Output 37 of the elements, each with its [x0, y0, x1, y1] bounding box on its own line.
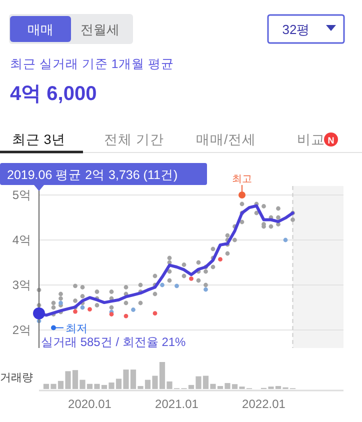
y-tick-label: 2억	[12, 323, 31, 337]
y-tick-label: 4억	[12, 233, 31, 247]
point	[80, 305, 85, 310]
x-tick-label: 2020.01	[68, 397, 112, 411]
text: 2019.06 평균 2억 3,736 (11건)	[7, 168, 178, 182]
text: 4억 6,000	[10, 83, 97, 105]
text: 최근 3년	[12, 132, 66, 147]
text: 32평	[282, 22, 310, 37]
x-tick-label: 2021.01	[155, 397, 199, 411]
point	[131, 308, 136, 312]
text: N	[328, 136, 334, 146]
point	[204, 287, 208, 292]
text: 전월세	[80, 22, 120, 37]
point	[73, 309, 78, 314]
text: 비교	[297, 132, 325, 147]
point	[88, 307, 92, 312]
text: 최근 실거래 기준 1개월 평균	[10, 57, 174, 71]
annotation: 최저	[66, 322, 88, 335]
point	[109, 312, 114, 316]
point	[160, 282, 164, 288]
x-tick-label: 2022.01	[242, 397, 286, 411]
point	[189, 276, 194, 281]
annotation: 실거래 585건 / 회전율 21%	[41, 335, 186, 349]
annotation: 최고	[232, 174, 252, 185]
point	[152, 311, 158, 316]
point	[33, 307, 45, 320]
y-tick-label: 3억	[12, 278, 31, 292]
text: 전체 기간	[104, 132, 164, 147]
y-tick-label: 5억	[12, 188, 31, 202]
text: 매매	[28, 22, 54, 37]
text: 매매/전세	[196, 132, 256, 147]
point	[283, 238, 288, 242]
point	[124, 314, 128, 318]
point	[218, 257, 222, 262]
y-axis-title: 거래량	[0, 372, 33, 384]
point	[174, 284, 179, 288]
point	[58, 300, 63, 306]
